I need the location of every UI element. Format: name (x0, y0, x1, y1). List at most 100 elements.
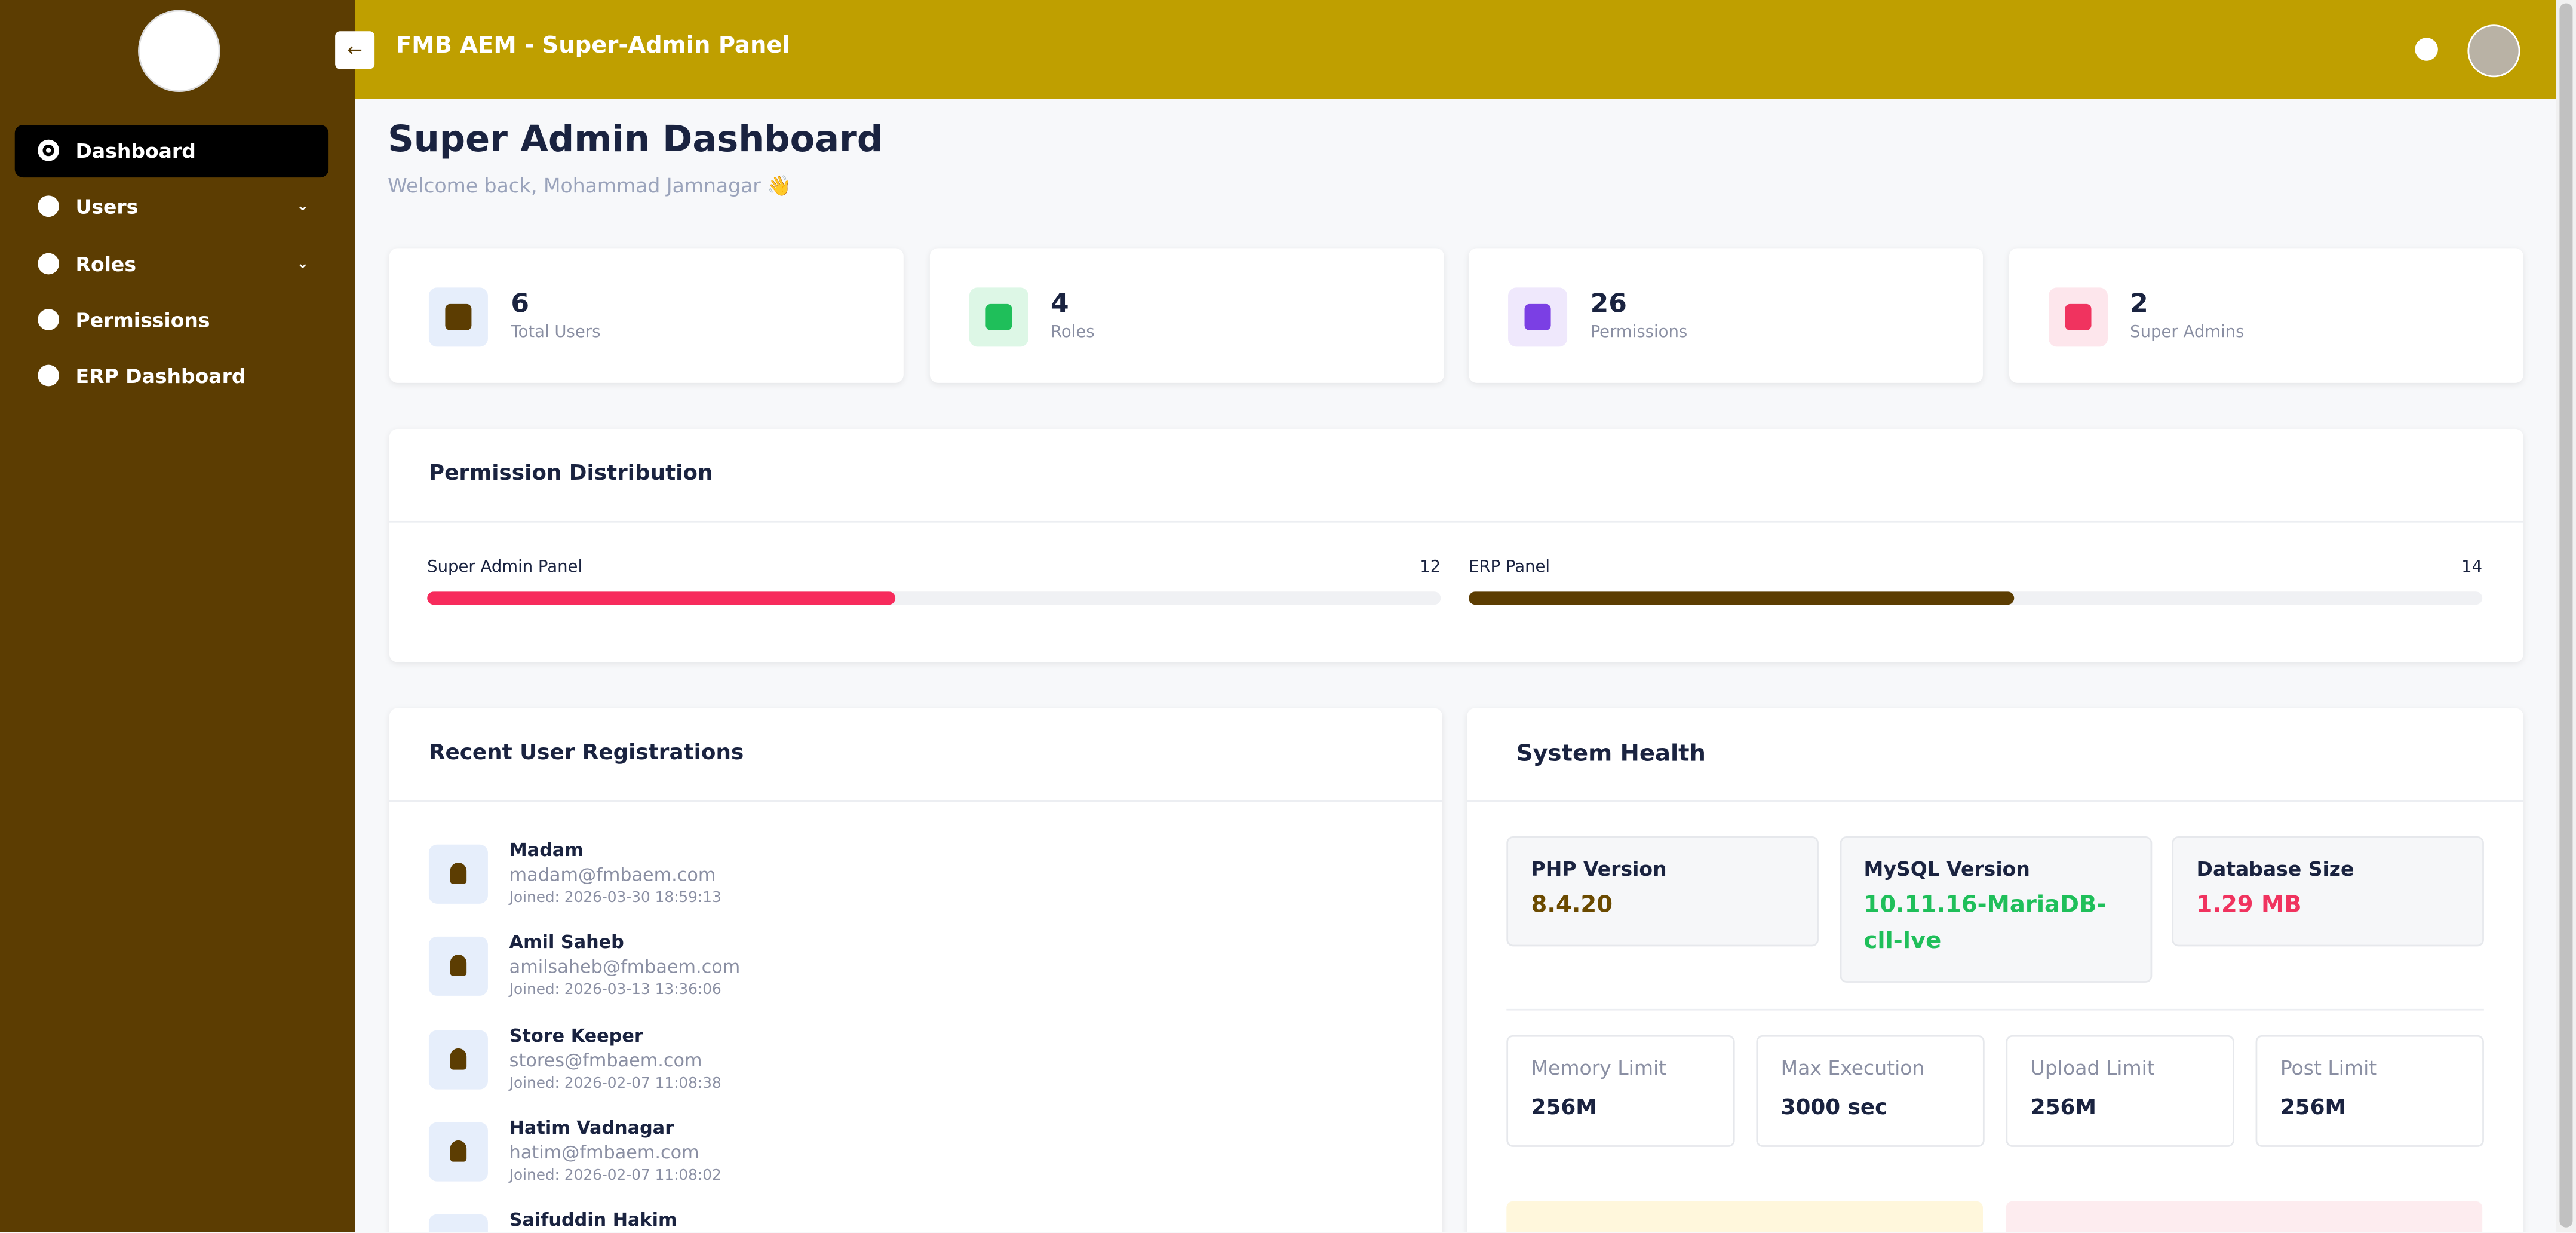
health-card: System Health PHP Version 8.4.20 MySQL Ver… (1467, 708, 2523, 1232)
stat-label: Total Users (511, 323, 601, 342)
stat-label: Permissions (1590, 323, 1688, 342)
nav-label: Users (75, 196, 139, 219)
nav-item[interactable]: Users ⌄ (15, 181, 328, 234)
perm-count: 14 (2461, 559, 2483, 577)
stat-card: 4 Roles (929, 248, 1444, 383)
health-label: MySQL Version (1863, 857, 2030, 881)
topbar (355, 0, 2556, 99)
stat-label: Roles (1051, 323, 1095, 342)
stat-card: 26 Permissions (1469, 248, 1983, 383)
nav-item[interactable]: Permissions (15, 294, 328, 346)
scrollbar (2556, 0, 2576, 1232)
stat-icon (428, 287, 488, 347)
stat-glyph (2064, 303, 2091, 330)
user-name: Amil Saheb (509, 932, 624, 954)
stat-card: 2 Super Admins (2008, 248, 2523, 383)
health-label: PHP Version (1531, 857, 1667, 881)
user-avatar (428, 844, 488, 904)
user-name: Store Keeper (509, 1025, 643, 1047)
stat-glyph (445, 303, 472, 330)
stat-glyph (1524, 303, 1551, 330)
sidebar: Dashboard Users ⌄ Roles ⌄ Permissions ERP Dash… (0, 0, 355, 1232)
user-avatar (428, 1122, 488, 1182)
limit-label: Memory Limit (1531, 1056, 1667, 1080)
user-joined: Joined: 2026-03-30 18:59:13 (509, 890, 721, 907)
nav-item[interactable]: ERP Dashboard (15, 350, 328, 403)
nav-chevron: ⌄ (296, 255, 309, 272)
limit-label: Post Limit (2280, 1056, 2377, 1080)
user-name: Hatim Vadnagar (509, 1117, 674, 1139)
user-joined: Joined: 2026-02-07 11:08:38 (509, 1075, 721, 1093)
user-glyph (450, 1140, 467, 1162)
health-value: 1.29 MB (2196, 892, 2302, 919)
page-subtitle: Welcome back, Mohammad Jamnagar 👋 (388, 174, 792, 198)
limit-label: Max Execution (1780, 1056, 1925, 1080)
user-joined: Joined: 2026-02-07 11:08:02 (509, 1168, 721, 1185)
users-card: Recent User Registrations Madam madam@fmb… (389, 708, 1443, 1232)
limit-value: 256M (2280, 1096, 2347, 1121)
nav-chevron: ⌄ (296, 199, 309, 216)
nav-label: Dashboard (75, 139, 196, 163)
user-glyph (450, 955, 467, 977)
nav-label: Roles (75, 252, 136, 275)
nav-item[interactable]: Dashboard (14, 125, 329, 178)
health-value: 8.4.20 (1531, 892, 1613, 919)
health-box: MySQL Version 10.11.16-MariaDB-cll-lve (1839, 836, 2151, 983)
stat-icon (968, 287, 1028, 347)
card-title: System Health (1516, 741, 1706, 768)
user-name: Saifuddin Hakim (509, 1209, 677, 1231)
limit-box: Upload Limit 256M (2006, 1035, 2234, 1147)
nav-item[interactable]: Roles ⌄ (15, 238, 328, 290)
nav-label: Permissions (75, 308, 210, 332)
nav-icon (38, 139, 60, 161)
nav-icon (38, 252, 60, 274)
user-email: madam@fmbaem.com (509, 864, 716, 886)
user-avatar (428, 937, 488, 996)
user-email: amilsaheb@fmbaem.com (509, 956, 741, 979)
health-label: Database Size (2196, 857, 2354, 881)
nav-label: ERP Dashboard (75, 365, 246, 388)
perm-name: Super Admin Panel (427, 559, 583, 577)
nav-icon (38, 365, 60, 387)
perm-track (1469, 591, 2483, 605)
nav-icon (38, 308, 60, 330)
limit-box: Memory Limit 256M (1506, 1035, 1735, 1147)
perm-bar (427, 591, 895, 605)
card-title: Permission Distribution (428, 461, 713, 487)
user-name: Madam (509, 839, 584, 861)
nav-icon (38, 196, 60, 217)
avatar[interactable] (2467, 24, 2520, 78)
perm-count: 12 (1420, 559, 1441, 577)
header-title: FMB AEM - Super-Admin Panel (395, 33, 790, 60)
stat-label: Super Admins (2130, 323, 2245, 342)
user-avatar (428, 1214, 488, 1232)
page-title: Super Admin Dashboard (388, 119, 883, 161)
limit-value: 3000 sec (1780, 1096, 1888, 1121)
health-box: PHP Version 8.4.20 (1506, 836, 1819, 947)
theme-toggle[interactable] (2415, 38, 2438, 61)
user-email: stores@fmbaem.com (509, 1049, 702, 1071)
limit-value: 256M (2030, 1096, 2096, 1121)
perm-bar (1469, 591, 2015, 605)
user-joined: Joined: 2026-03-13 13:36:06 (509, 983, 721, 1000)
stat-value: 26 (1590, 287, 1627, 319)
stat-icon (1508, 287, 1568, 347)
perm-name: ERP Panel (1469, 559, 1550, 577)
limit-box: Post Limit 256M (2255, 1035, 2484, 1147)
stat-card: 6 Total Users (389, 248, 904, 383)
stat-icon (2047, 287, 2107, 347)
sidebar-toggle[interactable]: ← (335, 31, 375, 69)
card-title: Recent User Registrations (428, 741, 744, 766)
health-box: Database Size 1.29 MB (2172, 836, 2484, 947)
stat-value: 6 (511, 287, 530, 319)
health-value: 10.11.16-MariaDB-cll-lve (1863, 892, 2107, 955)
user-email: hatim@fmbaem.com (509, 1142, 699, 1164)
limit-box: Max Execution 3000 sec (1756, 1035, 1985, 1147)
user-glyph (450, 1047, 467, 1069)
stat-value: 2 (2130, 287, 2148, 319)
logo (138, 10, 220, 93)
stat-value: 4 (1051, 287, 1069, 319)
user-avatar (428, 1029, 488, 1089)
